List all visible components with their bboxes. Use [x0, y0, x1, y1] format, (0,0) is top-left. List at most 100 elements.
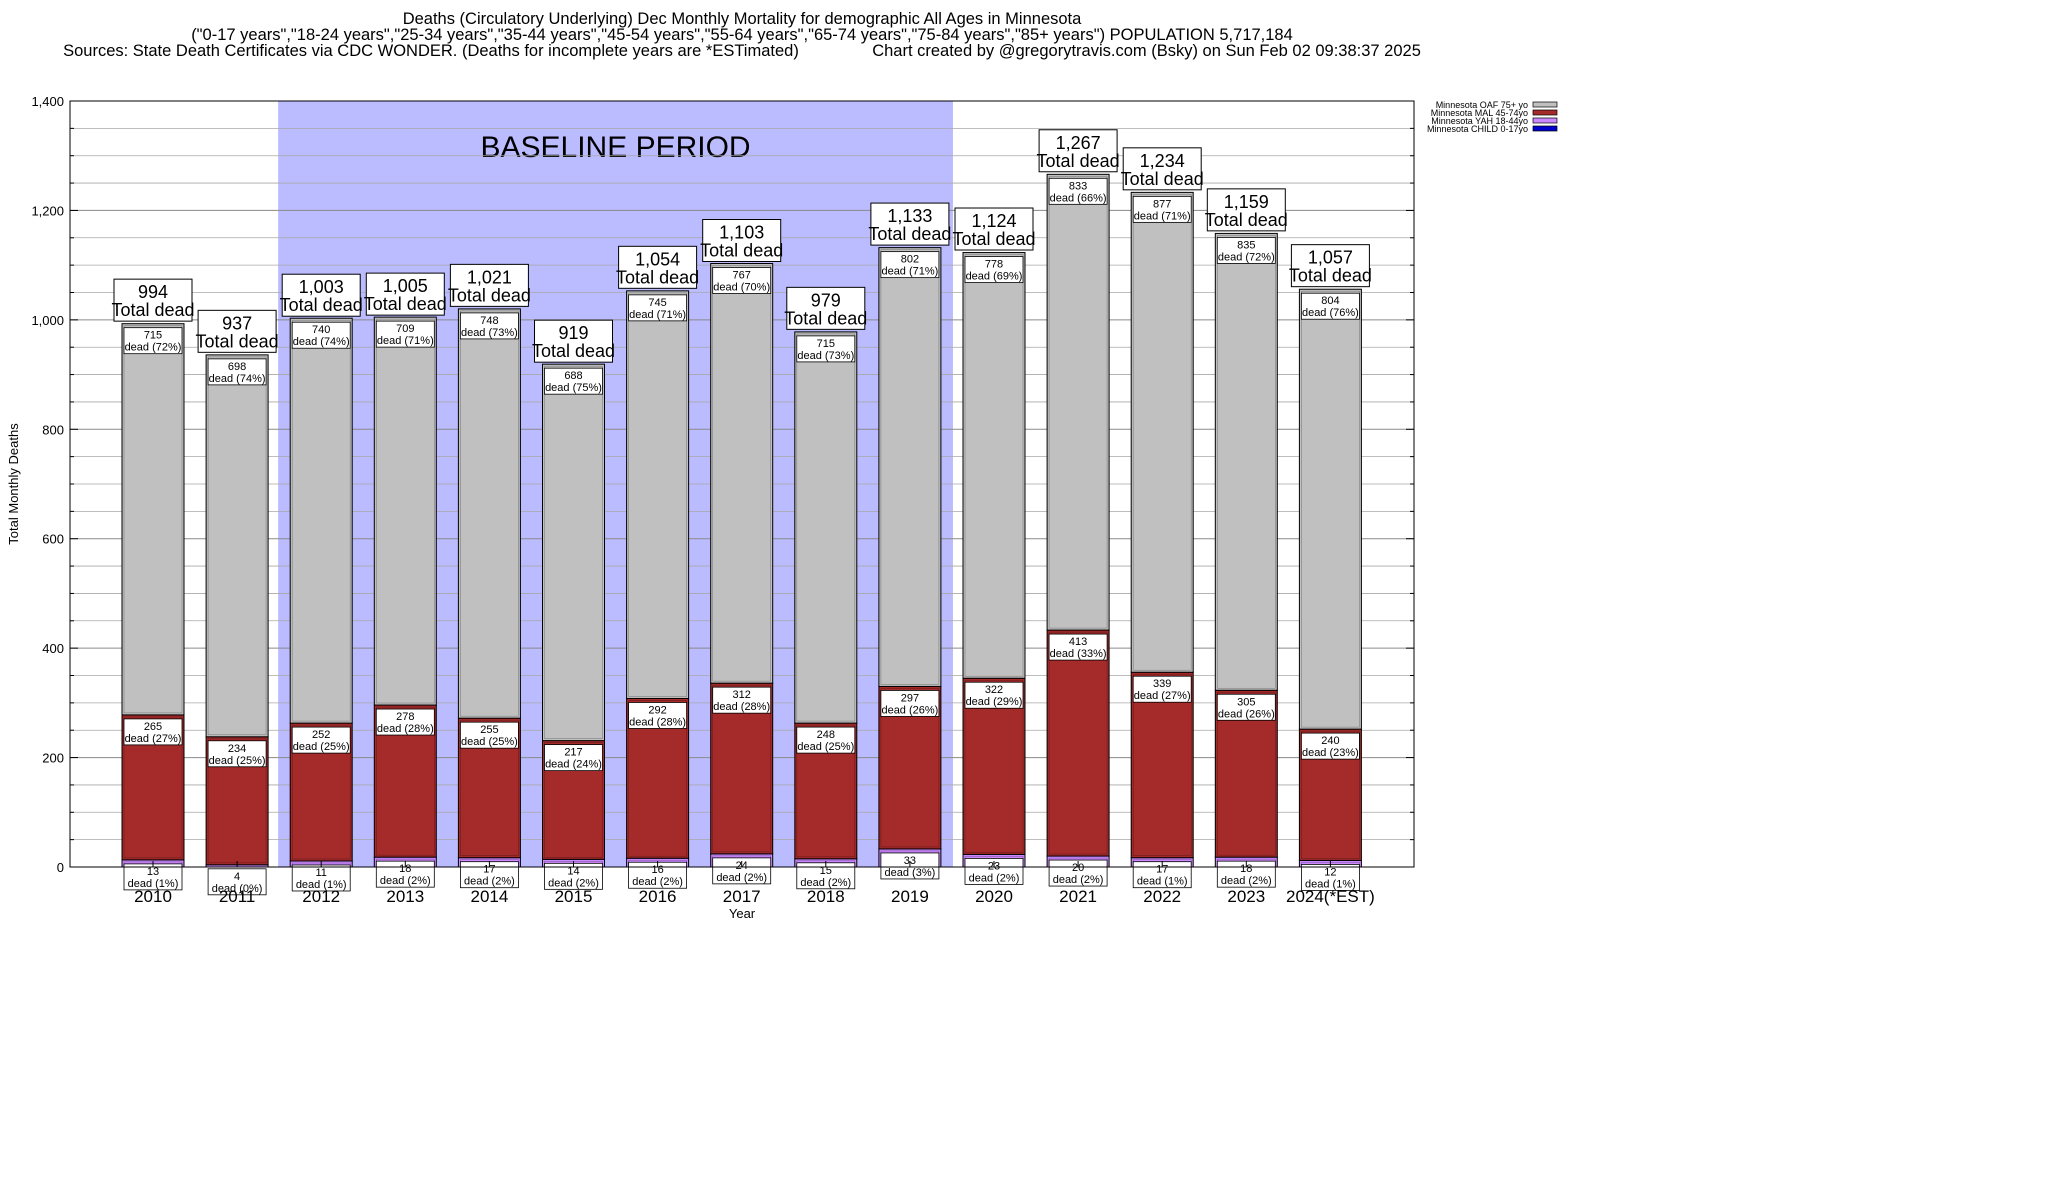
segment-label-pct: dead (3%): [885, 867, 936, 879]
segment-label-pct: dead (33%): [1050, 648, 1107, 660]
total-label-value: 1,054: [635, 249, 680, 269]
segment-label-box: [712, 857, 772, 885]
total-label-value: 1,267: [1056, 133, 1101, 153]
chart-sources-credit: Sources: State Death Certificates via CD…: [0, 42, 1484, 61]
segment-label-pct: dead (2%): [464, 876, 515, 888]
segment-label-box: [1132, 195, 1192, 223]
segment-label-pct: dead (25%): [293, 741, 350, 753]
bar-segment-minnesota-oaf-75-yo: [878, 247, 942, 687]
bar-segment-inner-border: [880, 688, 940, 848]
segment-label-pct: dead (24%): [545, 759, 602, 771]
total-label-box: [1206, 188, 1286, 232]
segment-label-pct: dead (0%): [212, 883, 263, 895]
x-tick-label: 2020: [975, 887, 1013, 906]
total-label-box: [1122, 147, 1202, 191]
segment-label-box: [544, 367, 603, 395]
segment-label-box: [1301, 732, 1360, 760]
total-label-text: Total dead: [280, 295, 363, 315]
bar-segment-inner-border: [880, 249, 940, 685]
segment-label-value: 20: [1072, 862, 1084, 874]
segment-label-value: 255: [480, 724, 498, 736]
segment-label-pct: dead (2%): [380, 875, 431, 887]
segment-label-box: [291, 726, 351, 754]
bar-segment-minnesota-oaf-75-yo: [542, 363, 605, 742]
segment-label-value: 802: [901, 254, 919, 266]
segment-label-value: 833: [1069, 180, 1087, 192]
segment-label-pct: dead (72%): [125, 342, 182, 354]
bar-segment-inner-border: [1217, 235, 1276, 689]
segment-label-pct: dead (2%): [1221, 875, 1272, 887]
bar-segment-minnesota-oaf-75-yo: [457, 308, 521, 719]
segment-label-box: [375, 708, 435, 736]
segment-label-box: [544, 862, 603, 890]
segment-label-box: [207, 868, 267, 896]
bar-segment-inner-border: [628, 700, 687, 857]
segment-label-box: [712, 686, 772, 714]
segment-label-value: 240: [1321, 735, 1339, 747]
segment-label-box: [459, 312, 519, 340]
segment-label-value: 15: [820, 865, 832, 877]
total-label-box: [618, 245, 698, 289]
x-tick-label: 2021: [1059, 887, 1097, 906]
segment-label-pct: dead (27%): [1134, 690, 1191, 702]
segment-label-box: [1048, 177, 1108, 205]
bar-segment-inner-border: [964, 254, 1024, 677]
segment-label-box: [1216, 693, 1276, 721]
segment-label-pct: dead (26%): [1218, 708, 1275, 720]
segment-label-box: [1048, 633, 1108, 661]
x-tick-label: 2019: [891, 887, 929, 906]
segment-label-box: [123, 863, 183, 891]
segment-label-box: [291, 321, 351, 349]
segment-label-value: 4: [234, 871, 240, 883]
total-label-value: 1,021: [467, 267, 512, 287]
segment-label-box: [375, 320, 435, 348]
segment-label-box: [628, 702, 687, 729]
total-label-text: Total dead: [1121, 169, 1204, 189]
segment-label-box: [628, 294, 687, 322]
total-label-text: Total dead: [700, 241, 783, 261]
bar-segment-minnesota-oaf-75-yo: [205, 354, 269, 738]
segment-label-value: 217: [564, 747, 582, 759]
segment-label-value: 33: [904, 855, 916, 867]
y-tick-label: 200: [42, 751, 64, 766]
x-tick-label: 2012: [302, 887, 340, 906]
total-label-text: Total dead: [616, 267, 699, 287]
bar-segment-inner-border: [1301, 730, 1360, 859]
bar-segment-minnesota-oaf-75-yo: [1046, 173, 1110, 631]
segment-label-value: 11: [315, 867, 326, 879]
legend-label: Minnesota CHILD 0-17yo: [1427, 124, 1528, 134]
segment-label-pct: dead (25%): [797, 741, 854, 753]
bar-segment-minnesota-oaf-75-yo: [1130, 191, 1194, 673]
total-label-text: Total dead: [1289, 266, 1372, 286]
x-tick-label: 2017: [723, 887, 761, 906]
total-label-value: 1,003: [299, 277, 344, 297]
bar-segment-minnesota-mal-45-74yo: [1046, 629, 1110, 857]
segment-label-value: 292: [648, 704, 666, 716]
chart-credit: Chart created by @gregorytravis.com (Bsk…: [872, 42, 1421, 60]
segment-label-value: 715: [817, 338, 835, 350]
segment-label-value: 312: [733, 689, 751, 701]
bar-segment-minnesota-oaf-75-yo: [121, 323, 185, 716]
legend-swatch: [1532, 125, 1558, 132]
total-label-text: Total dead: [868, 224, 951, 244]
bar-segment-inner-border: [628, 292, 687, 697]
segment-label-pct: dead (69%): [966, 271, 1023, 283]
segment-label-pct: dead (71%): [629, 309, 686, 321]
bar-segment-minnesota-oaf-75-yo: [794, 331, 858, 724]
total-label-value: 1,133: [887, 206, 932, 226]
segment-label-box: [1132, 675, 1192, 703]
segment-label-value: 413: [1069, 636, 1087, 648]
segment-label-pct: dead (2%): [548, 877, 599, 889]
segment-label-pct: dead (28%): [629, 716, 686, 728]
x-tick-label: 2024(*EST): [1286, 887, 1375, 906]
segment-label-pct: dead (2%): [632, 876, 683, 888]
segment-label-box: [123, 327, 183, 355]
bar-segment-inner-border: [964, 679, 1024, 853]
total-label-text: Total dead: [364, 294, 447, 314]
bar-segment-minnesota-oaf-75-yo: [289, 317, 353, 724]
segment-label-pct: dead (28%): [377, 723, 434, 735]
segment-label-box: [880, 251, 940, 279]
bar-segment-minnesota-oaf-75-yo: [1298, 288, 1362, 730]
total-label-value: 1,005: [383, 276, 428, 296]
segment-label-value: 778: [985, 259, 1003, 271]
